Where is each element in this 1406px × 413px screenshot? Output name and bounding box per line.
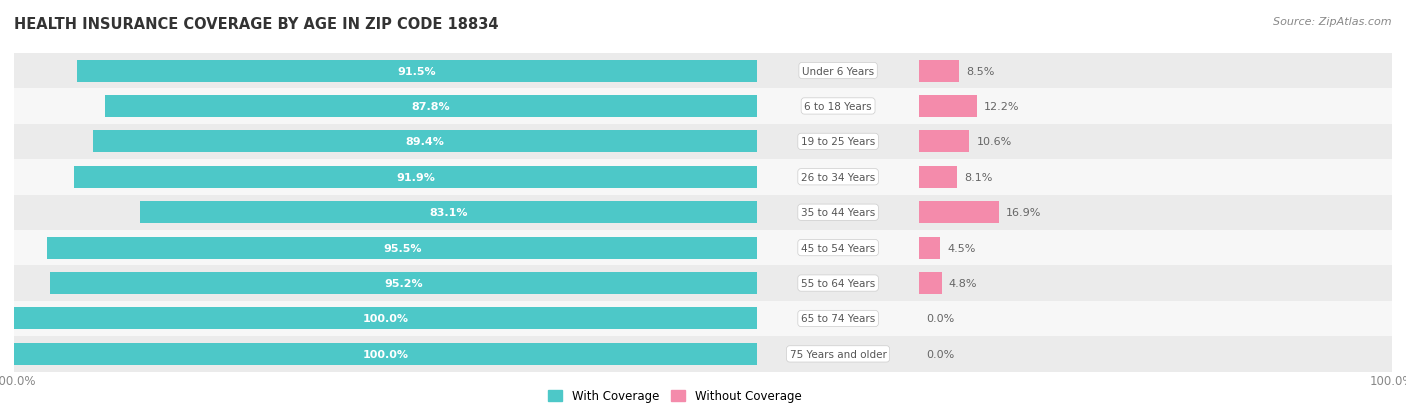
Text: 65 to 74 Years: 65 to 74 Years xyxy=(801,314,875,324)
Bar xyxy=(756,336,920,372)
Bar xyxy=(756,301,920,336)
Bar xyxy=(756,160,920,195)
Text: 26 to 34 Years: 26 to 34 Years xyxy=(801,172,875,183)
Text: 83.1%: 83.1% xyxy=(429,208,468,218)
Text: 8.5%: 8.5% xyxy=(966,66,995,76)
Bar xyxy=(920,301,1392,336)
Bar xyxy=(14,89,756,124)
Bar xyxy=(48,237,756,259)
Bar xyxy=(920,237,941,259)
Bar xyxy=(14,54,756,89)
Bar xyxy=(139,202,756,224)
Text: 16.9%: 16.9% xyxy=(1007,208,1042,218)
Bar xyxy=(756,54,920,89)
Bar xyxy=(920,266,1392,301)
Bar xyxy=(920,89,1392,124)
Bar xyxy=(14,230,756,266)
Bar xyxy=(920,166,957,188)
Text: 4.8%: 4.8% xyxy=(949,278,977,288)
Text: 100.0%: 100.0% xyxy=(363,314,409,324)
Text: Source: ZipAtlas.com: Source: ZipAtlas.com xyxy=(1274,17,1392,26)
Bar xyxy=(14,124,756,160)
Bar xyxy=(756,266,920,301)
Text: 6 to 18 Years: 6 to 18 Years xyxy=(804,102,872,112)
Text: 0.0%: 0.0% xyxy=(927,349,955,359)
Bar xyxy=(104,96,756,118)
Bar xyxy=(14,308,756,330)
Bar xyxy=(920,131,969,153)
Bar xyxy=(756,230,920,266)
Bar xyxy=(14,336,756,372)
Text: 55 to 64 Years: 55 to 64 Years xyxy=(801,278,875,288)
Bar xyxy=(920,96,977,118)
Text: 8.1%: 8.1% xyxy=(965,172,993,183)
Text: 100.0%: 100.0% xyxy=(363,349,409,359)
Text: 19 to 25 Years: 19 to 25 Years xyxy=(801,137,875,147)
Bar xyxy=(75,166,756,188)
Text: 87.8%: 87.8% xyxy=(412,102,450,112)
Text: 4.5%: 4.5% xyxy=(948,243,976,253)
Text: 45 to 54 Years: 45 to 54 Years xyxy=(801,243,875,253)
Text: HEALTH INSURANCE COVERAGE BY AGE IN ZIP CODE 18834: HEALTH INSURANCE COVERAGE BY AGE IN ZIP … xyxy=(14,17,499,31)
Bar xyxy=(14,195,756,230)
Bar xyxy=(920,54,1392,89)
Text: 95.2%: 95.2% xyxy=(384,278,423,288)
Bar xyxy=(920,273,942,294)
Bar xyxy=(14,301,756,336)
Text: 10.6%: 10.6% xyxy=(976,137,1011,147)
Bar xyxy=(77,60,756,82)
Bar xyxy=(920,336,1392,372)
Bar xyxy=(756,89,920,124)
Text: 91.5%: 91.5% xyxy=(398,66,436,76)
Bar xyxy=(920,124,1392,160)
Bar xyxy=(920,160,1392,195)
Bar xyxy=(49,273,756,294)
Bar xyxy=(14,266,756,301)
Bar xyxy=(920,60,959,82)
Text: 95.5%: 95.5% xyxy=(382,243,422,253)
Bar xyxy=(920,195,1392,230)
Bar xyxy=(756,195,920,230)
Text: Under 6 Years: Under 6 Years xyxy=(801,66,875,76)
Text: 12.2%: 12.2% xyxy=(984,102,1019,112)
Text: 0.0%: 0.0% xyxy=(927,314,955,324)
Text: 35 to 44 Years: 35 to 44 Years xyxy=(801,208,875,218)
Text: 91.9%: 91.9% xyxy=(396,172,434,183)
Text: 75 Years and older: 75 Years and older xyxy=(790,349,887,359)
Text: 89.4%: 89.4% xyxy=(405,137,444,147)
Bar xyxy=(14,343,756,365)
Bar xyxy=(93,131,756,153)
Bar xyxy=(756,124,920,160)
Bar xyxy=(920,230,1392,266)
Legend: With Coverage, Without Coverage: With Coverage, Without Coverage xyxy=(544,385,806,407)
Bar xyxy=(920,202,1000,224)
Bar xyxy=(14,160,756,195)
